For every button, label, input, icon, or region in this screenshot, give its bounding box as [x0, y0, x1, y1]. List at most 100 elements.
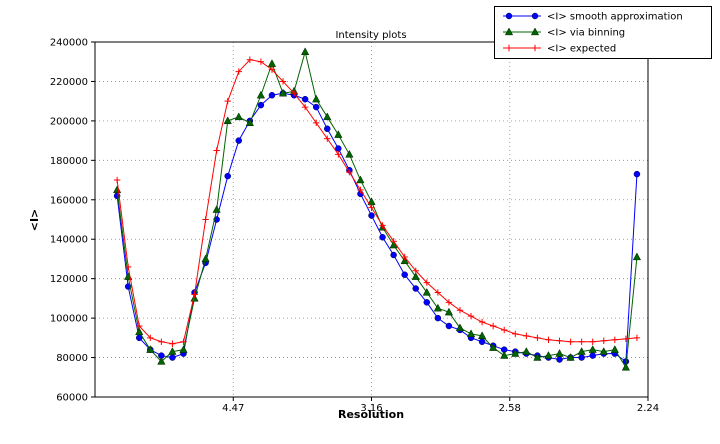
y-tick-label: 60000 [56, 393, 88, 404]
y-axis-label: <I> [28, 209, 41, 232]
triangle-marker [577, 347, 586, 355]
triangle-marker [500, 351, 509, 359]
triangle-marker [212, 205, 221, 213]
triangle-marker [135, 327, 144, 336]
plus-marker [390, 237, 397, 245]
triangle-marker [533, 353, 542, 361]
circle-marker [401, 271, 408, 278]
plus-marker [113, 176, 121, 184]
triangle-marker [301, 47, 310, 56]
plus-marker [512, 330, 519, 338]
plus-marker [136, 322, 143, 330]
plus-marker [213, 147, 220, 154]
plus-marker [445, 299, 453, 306]
plus-marker [523, 332, 530, 340]
plus-marker [531, 44, 539, 52]
circle-marker [556, 356, 563, 363]
circle-marker [235, 137, 243, 144]
plus-marker [423, 279, 430, 286]
triangle-marker [168, 347, 177, 355]
circle-marker [589, 352, 596, 359]
plus-marker [489, 322, 497, 330]
circle-marker [505, 12, 513, 20]
chart-title: Intensity plots [335, 30, 406, 41]
y-tick-label: 100000 [50, 314, 88, 325]
triangle-marker [466, 329, 476, 338]
plus-marker [545, 336, 552, 344]
legend-label: <I> smooth approximation [547, 12, 683, 23]
plus-marker [534, 334, 541, 342]
legend: <I> smooth approximation <I> via binning <… [494, 6, 712, 59]
triangle-marker [179, 345, 188, 353]
y-tick-label: 160000 [50, 195, 88, 206]
triangle-marker [201, 254, 210, 263]
triangle-marker [334, 130, 343, 138]
circle-marker [169, 354, 176, 361]
plus-marker [456, 307, 464, 314]
plus-marker [169, 340, 176, 347]
circle-marker [423, 299, 431, 306]
plus-marker [434, 289, 442, 296]
circle-marker [312, 103, 320, 111]
plus-marker [257, 58, 265, 65]
triangle-marker [245, 118, 254, 127]
circle-marker [224, 172, 231, 180]
legend-label: <I> via binning [547, 28, 625, 39]
triangle-marker [566, 353, 575, 361]
triangle-marker [544, 351, 553, 359]
circle-marker [379, 234, 386, 241]
y-tick-label: 140000 [50, 235, 88, 246]
y-tick-label: 180000 [50, 156, 88, 167]
circle-marker [412, 285, 419, 292]
y-tick-label: 220000 [50, 77, 88, 88]
circle-marker [434, 314, 442, 322]
plus-marker [346, 168, 353, 176]
plus-marker [124, 263, 132, 271]
triangle-marker [632, 252, 642, 261]
triangle-marker [256, 90, 266, 99]
triangle-marker [444, 307, 454, 316]
plus-marker [147, 334, 154, 342]
triangle-marker [489, 343, 498, 351]
x-tick-label: 2.58 [499, 403, 521, 414]
circle-marker [531, 12, 539, 20]
legend-label: <I> expected [547, 44, 616, 55]
plus-marker [235, 68, 242, 75]
plus-marker [335, 151, 342, 158]
triangle-marker [411, 272, 420, 280]
plus-marker [567, 338, 574, 345]
circle-marker [368, 212, 375, 219]
triangle-marker [504, 27, 514, 36]
plus-marker [279, 78, 287, 85]
plus-marker [556, 337, 563, 344]
plus-marker [324, 135, 331, 142]
plus-marker [202, 216, 209, 223]
plus-marker [180, 338, 187, 345]
triangle-marker [422, 287, 431, 296]
circle-marker [301, 95, 309, 103]
plus-marker [379, 222, 386, 229]
y-tick-label: 240000 [50, 38, 88, 49]
x-tick-label: 4.47 [222, 403, 244, 414]
triangle-marker [157, 356, 166, 365]
triangle-marker [455, 323, 465, 332]
triangle-marker [190, 293, 199, 302]
y-tick-label: 80000 [56, 353, 88, 364]
triangle-marker [356, 175, 365, 184]
triangle-marker [588, 345, 597, 353]
triangle-marker [323, 112, 332, 121]
plus-marker [158, 338, 165, 345]
triangle-marker [223, 116, 232, 125]
triangle-marker [234, 112, 243, 121]
y-tick-label: 200000 [50, 116, 88, 127]
plus-marker [611, 336, 619, 344]
plus-marker [505, 44, 513, 52]
plus-marker [578, 338, 585, 345]
triangle-marker [599, 347, 608, 355]
circle-marker [324, 125, 331, 133]
circle-marker [268, 92, 276, 99]
plus-marker [478, 318, 486, 326]
circle-marker [445, 322, 453, 330]
circle-marker [633, 170, 641, 178]
